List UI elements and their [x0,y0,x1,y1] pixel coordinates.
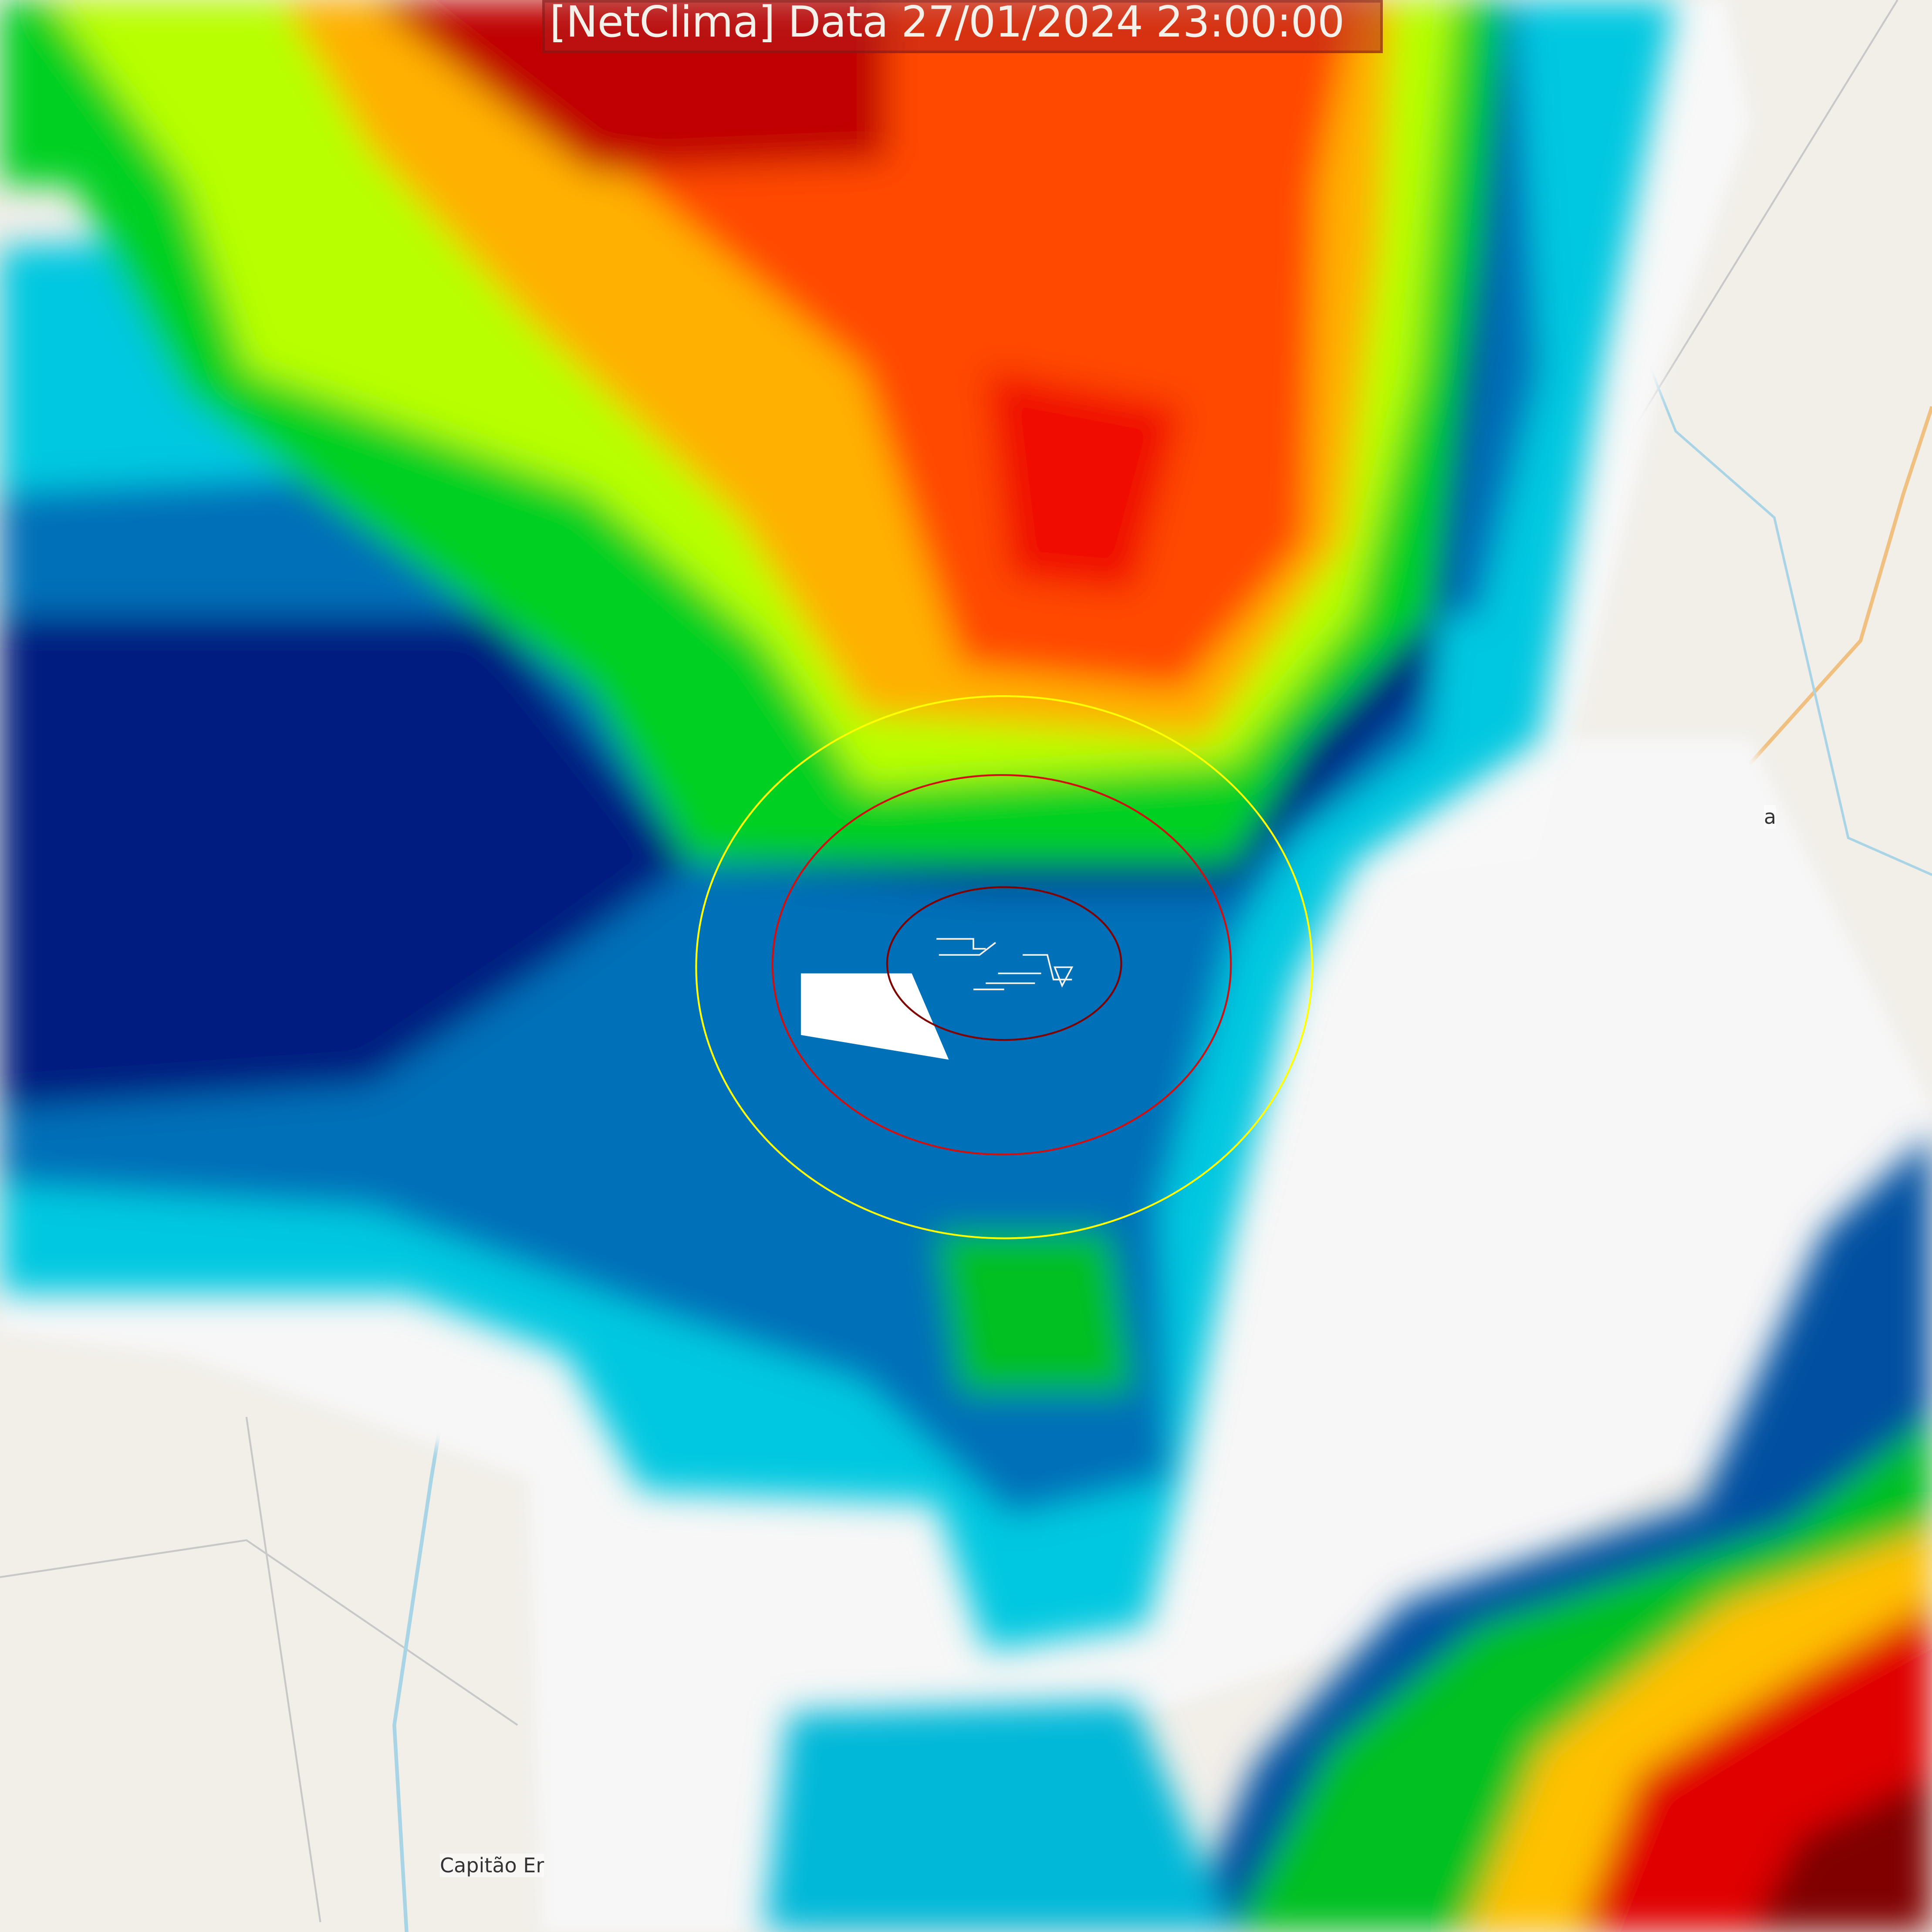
range-ring-inner [886,886,1122,1041]
place-label-capitao: Capitão Er [440,1854,544,1877]
city-streets [936,938,1074,991]
radar-gap [800,973,949,1060]
title-banner [542,0,1383,53]
highway [1748,406,1932,765]
map-title: [NetClima] Data 27/01/2024 23:00:00 [550,0,1344,47]
place-label-partial: a [1764,805,1777,829]
range-ring-middle [771,774,1232,1156]
range-ring-outer [695,695,1314,1239]
